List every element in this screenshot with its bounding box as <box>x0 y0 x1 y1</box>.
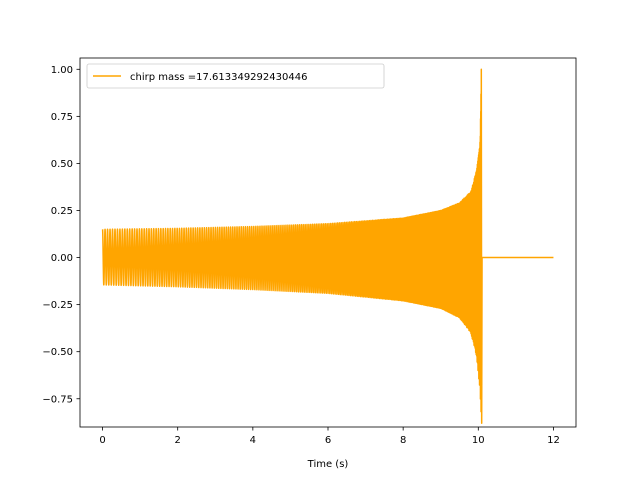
y-tick-label: −0.75 <box>42 394 73 405</box>
y-tick-label: −0.50 <box>42 347 73 358</box>
x-tick-label: 12 <box>547 435 560 446</box>
series-line-chirp <box>101 68 554 424</box>
x-tick-label: 4 <box>250 435 256 446</box>
y-tick-label: 0.75 <box>51 112 73 123</box>
legend-box <box>86 63 385 89</box>
y-tick-label: 0.50 <box>51 159 73 170</box>
x-tick-label: 6 <box>325 435 331 446</box>
x-tick-label: 0 <box>99 435 105 446</box>
x-axis-label: Time (s) <box>307 459 349 470</box>
plot-area <box>101 68 554 424</box>
x-tick-label: 2 <box>175 435 181 446</box>
legend-label: chirp mass =17.613349292430446 <box>130 72 307 83</box>
y-tick-label: 0.00 <box>51 253 73 264</box>
x-tick-label: 8 <box>400 435 406 446</box>
y-tick-label: −0.25 <box>42 300 73 311</box>
y-tick-label: 0.25 <box>51 206 73 217</box>
y-tick-label: 1.00 <box>51 65 73 76</box>
y-axis: −0.75 −0.50 −0.25 0.00 0.25 0.50 0.75 1.00 <box>42 65 80 405</box>
x-tick-label: 10 <box>472 435 485 446</box>
legend: chirp mass =17.613349292430446 <box>86 63 385 89</box>
x-axis: 0 2 4 6 8 10 12 <box>99 427 560 446</box>
